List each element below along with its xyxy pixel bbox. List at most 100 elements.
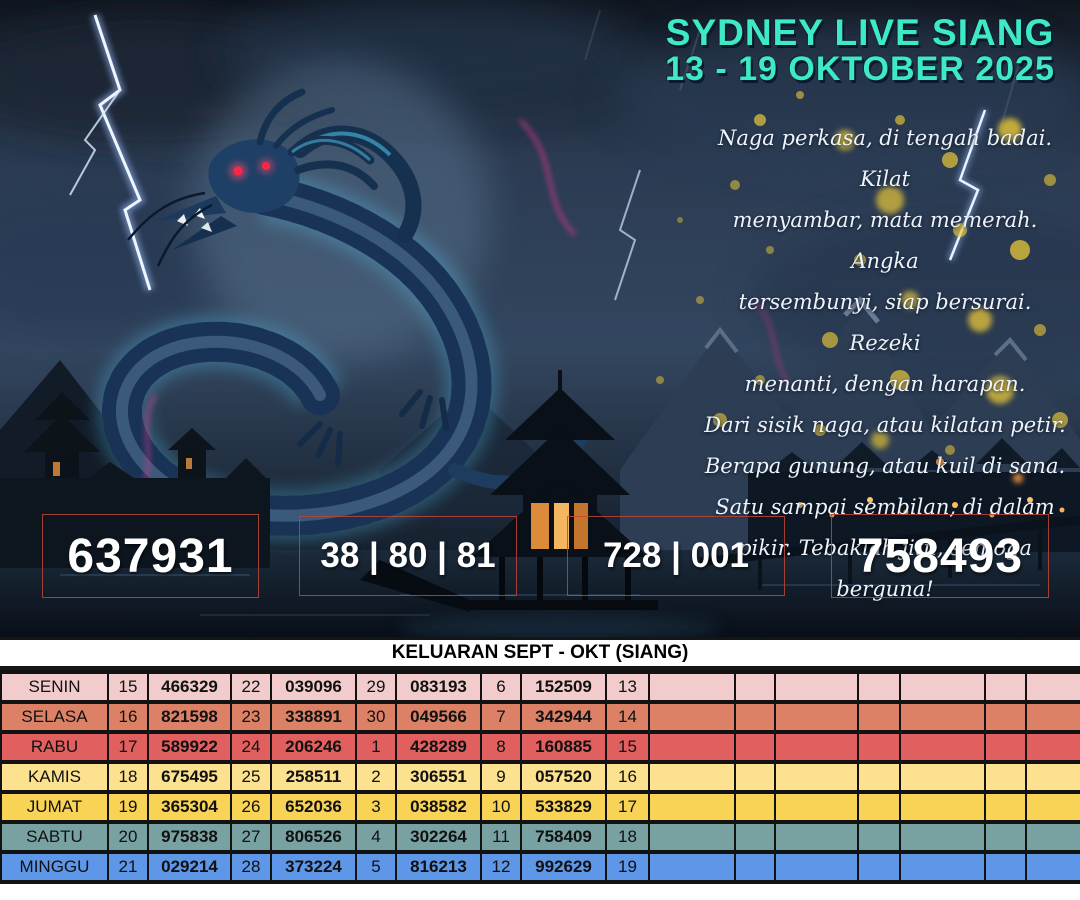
index-cell: 23 [230,700,272,734]
index-cell: 11 [480,820,522,854]
index-cell: 13 [605,670,650,704]
empty-cell [1025,700,1080,734]
empty-cell [899,730,986,764]
empty-cell [734,760,776,794]
result-cell: 589922 [147,730,232,764]
empty-cell [648,670,736,704]
day-cell: JUMAT [0,790,109,824]
empty-cell [984,670,1027,704]
artwork-canvas [0,0,1080,637]
dragon [96,88,791,542]
gold-splatter [656,91,1068,455]
table-row-sabtu: SABTU 20 975838 27 806526 4 302264 11 75… [0,820,1080,854]
day-cell: KAMIS [0,760,109,794]
poem-line: tersembunyi, siap bersurai. Rezeki [738,290,1032,355]
result-box-1: 637931 [42,514,259,598]
results-table-section: KELUARAN SEPT - OKT (SIANG) SENIN 15 466… [0,637,1080,884]
empty-cell [857,760,901,794]
index-cell: 1 [355,730,397,764]
result-box-3: 728 | 001 [567,516,785,596]
index-cell: 15 [605,730,650,764]
poem-line: Berapa gunung, atau kuil di sana. [704,454,1066,478]
poem-line: menyambar, mata memerah. Angka [732,208,1038,273]
dragon-head [127,88,378,267]
empty-cell [899,790,986,824]
index-cell: 26 [230,790,272,824]
index-cell: 10 [480,790,522,824]
index-cell: 5 [355,850,397,884]
empty-cell [774,730,859,764]
result-cell: 466329 [147,670,232,704]
empty-cell [774,790,859,824]
index-cell: 17 [107,730,149,764]
table-row-selasa: SELASA 16 821598 23 338891 30 049566 7 3… [0,700,1080,734]
result-box-4: 758493 [831,514,1049,598]
index-cell: 24 [230,730,272,764]
empty-cell [857,670,901,704]
empty-cell [1025,730,1080,764]
result-cell: 975838 [147,820,232,854]
empty-cell [774,670,859,704]
table-title: KELUARAN SEPT - OKT (SIANG) [0,637,1080,670]
index-cell: 4 [355,820,397,854]
result-cell: 206246 [270,730,357,764]
result-cell: 306551 [395,760,482,794]
empty-cell [984,700,1027,734]
result-cell: 675495 [147,760,232,794]
dragon-claws [297,389,449,467]
empty-cell [734,670,776,704]
empty-cell [648,850,736,884]
empty-cell [984,790,1027,824]
result-cell: 057520 [520,760,607,794]
empty-cell [774,850,859,884]
index-cell: 25 [230,760,272,794]
empty-cell [899,850,986,884]
result-cell: 302264 [395,820,482,854]
index-cell: 16 [605,760,650,794]
index-cell: 19 [107,790,149,824]
empty-cell [648,730,736,764]
empty-cell [1025,790,1080,824]
poem-line: Naga perkasa, di tengah badai. Kilat [717,126,1053,191]
empty-cell [734,850,776,884]
index-cell: 28 [230,850,272,884]
result-cell: 039096 [270,670,357,704]
index-cell: 12 [480,850,522,884]
empty-cell [648,760,736,794]
result-cell: 652036 [270,790,357,824]
index-cell: 30 [355,700,397,734]
empty-cell [857,730,901,764]
village-right [699,438,1080,590]
result-cell: 338891 [270,700,357,734]
empty-cell [1025,670,1080,704]
index-cell: 3 [355,790,397,824]
index-cell: 27 [230,820,272,854]
empty-cell [857,850,901,884]
table-row-rabu: RABU 17 589922 24 206246 1 428289 8 1608… [0,730,1080,764]
empty-cell [1025,820,1080,854]
empty-cell [984,730,1027,764]
table-row-jumat: JUMAT 19 365304 26 652036 3 038582 10 53… [0,790,1080,824]
index-cell: 15 [107,670,149,704]
empty-cell [734,790,776,824]
index-cell: 18 [107,760,149,794]
empty-cell [648,700,736,734]
empty-cell [857,700,901,734]
index-cell: 19 [605,850,650,884]
result-cell: 816213 [395,850,482,884]
day-cell: RABU [0,730,109,764]
poem-line: Dari sisik naga, atau kilatan petir. [704,413,1066,437]
index-cell: 20 [107,820,149,854]
day-cell: SABTU [0,820,109,854]
banner-title-line2: 13 - 19 OKTOBER 2025 [665,49,1055,88]
index-cell: 8 [480,730,522,764]
result-cell: 758409 [520,820,607,854]
result-cell: 533829 [520,790,607,824]
day-cell: MINGGU [0,850,109,884]
index-cell: 6 [480,670,522,704]
lightning-bolts [69,13,989,301]
result-box-2: 38 | 80 | 81 [299,516,517,596]
index-cell: 16 [107,700,149,734]
day-cell: SELASA [0,700,109,734]
